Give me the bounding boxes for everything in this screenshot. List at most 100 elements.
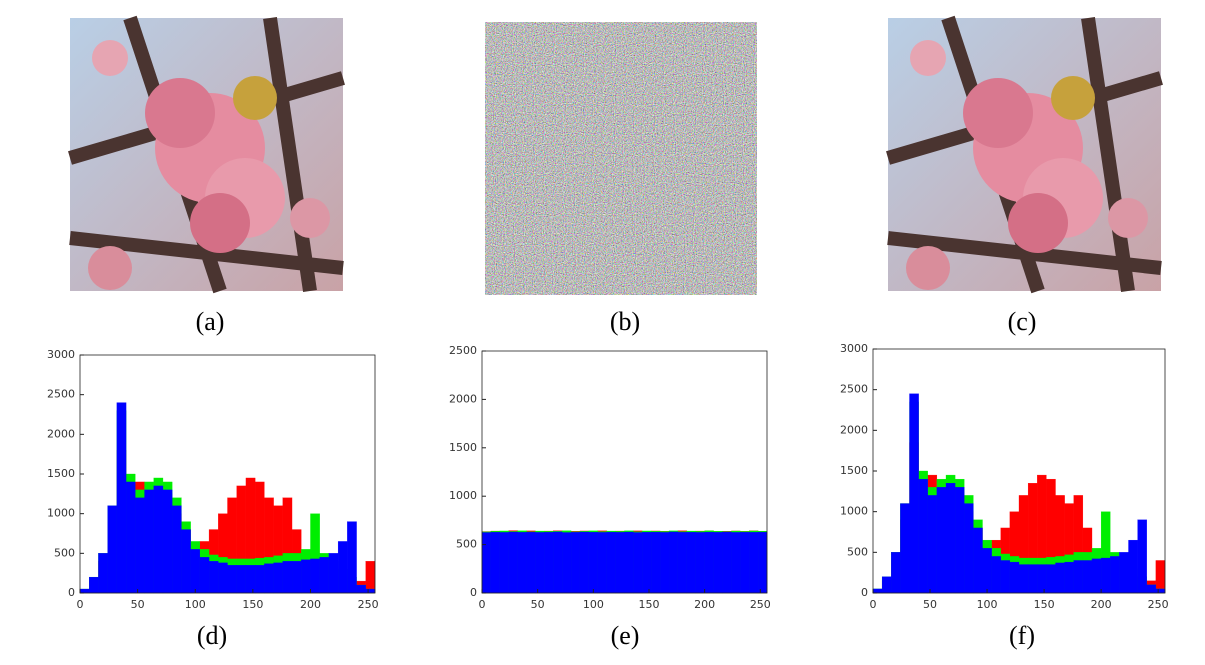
histogram-bar	[651, 531, 661, 594]
histogram-bar	[301, 559, 311, 594]
plot-frame	[481, 350, 768, 594]
y-tick-label: 1000	[47, 507, 75, 520]
histogram-bar	[1082, 560, 1093, 594]
x-tick-label: 100	[977, 598, 998, 611]
histogram-bar	[319, 557, 330, 594]
x-tick-label: 250	[358, 598, 379, 611]
histogram-bar	[749, 532, 759, 594]
histogram-bar	[356, 584, 366, 594]
histogram-bar	[642, 532, 652, 594]
y-tick-label: 1500	[449, 441, 477, 454]
y-tick-label: 0	[470, 586, 477, 599]
x-tick-label: 250	[1148, 598, 1169, 611]
histogram-bar	[731, 532, 741, 594]
histogram-bar	[337, 541, 348, 594]
histogram-bar	[181, 529, 191, 594]
y-tick-label: 2000	[840, 423, 868, 436]
histogram-bar	[1146, 584, 1157, 594]
histogram-bar	[1091, 558, 1102, 594]
histogram-bar	[365, 561, 376, 594]
x-tick-label: 200	[694, 598, 715, 611]
y-tick-label: 2000	[449, 392, 477, 405]
histogram-bar	[597, 532, 607, 594]
histogram-bar	[499, 532, 509, 594]
histogram-bar	[624, 531, 634, 594]
histogram-bar	[713, 532, 723, 594]
histogram-bar	[918, 478, 928, 594]
histogram-bar	[973, 527, 983, 594]
histogram-bar	[153, 485, 164, 594]
histogram-bar	[1055, 562, 1065, 594]
photo-original	[70, 18, 343, 291]
histogram-bar	[116, 402, 127, 594]
histogram-bar	[900, 503, 910, 594]
histogram-bar	[1009, 561, 1020, 594]
photo-decrypted	[888, 18, 1161, 291]
histogram-bar	[659, 532, 670, 594]
y-tick-label: 2000	[47, 427, 75, 440]
histogram-bar	[722, 531, 732, 594]
histogram-bar	[562, 532, 572, 594]
histogram-bar	[535, 532, 545, 594]
histogram-bar	[677, 532, 687, 594]
y-tick-label: 1000	[449, 489, 477, 502]
histogram-bar	[936, 487, 947, 594]
y-tick-label: 500	[54, 546, 75, 559]
histogram-bar	[347, 521, 357, 594]
histogram-bar	[144, 489, 154, 594]
histogram-bar	[1128, 539, 1138, 594]
histogram-bar	[686, 532, 696, 594]
histogram-bar	[1000, 560, 1011, 594]
histogram-bar	[236, 565, 247, 594]
histogram-bar	[1137, 519, 1147, 594]
y-tick-label: 500	[456, 538, 477, 551]
histogram-bar	[490, 532, 500, 594]
histogram-bar	[553, 531, 563, 594]
histogram-bar	[945, 483, 956, 594]
histogram-bar	[1073, 560, 1084, 594]
y-tick-label: 2500	[840, 383, 868, 396]
histogram-bar	[1100, 557, 1111, 594]
histogram-bar	[79, 588, 90, 594]
histogram-bar	[1037, 564, 1047, 594]
histogram-bar	[245, 565, 256, 594]
histogram-bar	[872, 588, 883, 594]
histogram-bar	[954, 487, 965, 594]
histogram-bar	[310, 558, 320, 594]
histogram-bar	[1027, 564, 1038, 594]
histogram-bar	[570, 532, 581, 594]
histogram-bar	[1018, 564, 1029, 594]
x-tick-label: 200	[300, 598, 321, 611]
histogram-bar	[1155, 588, 1166, 594]
x-tick-label: 50	[531, 598, 545, 611]
histogram-bar	[964, 503, 974, 594]
histogram-bar	[190, 549, 200, 594]
histogram-bar	[328, 553, 339, 594]
histogram-bar	[1155, 560, 1166, 594]
x-tick-label: 250	[750, 598, 771, 611]
histogram-bar	[291, 561, 302, 594]
histogram-bar	[208, 561, 219, 594]
caption: (e)	[611, 621, 640, 650]
histogram-bar	[606, 531, 616, 594]
y-tick-label: 1000	[840, 505, 868, 518]
caption: (c)	[1008, 307, 1037, 336]
x-tick-label: 100	[185, 598, 206, 611]
histogram-bar	[199, 557, 210, 594]
histogram-bar	[255, 565, 265, 594]
histogram-bar	[891, 552, 901, 594]
histogram-bar	[668, 531, 679, 594]
histogram-bar	[526, 531, 536, 594]
histogram-bar	[757, 531, 768, 594]
histogram-bar	[1046, 564, 1056, 594]
x-tick-label: 0	[479, 598, 486, 611]
caption: (b)	[610, 307, 640, 336]
histogram-bar	[107, 505, 118, 594]
histogram-bar	[927, 495, 938, 594]
caption: (f)	[1009, 621, 1035, 650]
y-tick-label: 0	[861, 586, 868, 599]
y-tick-label: 0	[68, 586, 75, 599]
histogram-bar	[1064, 561, 1074, 594]
x-tick-label: 200	[1091, 598, 1112, 611]
